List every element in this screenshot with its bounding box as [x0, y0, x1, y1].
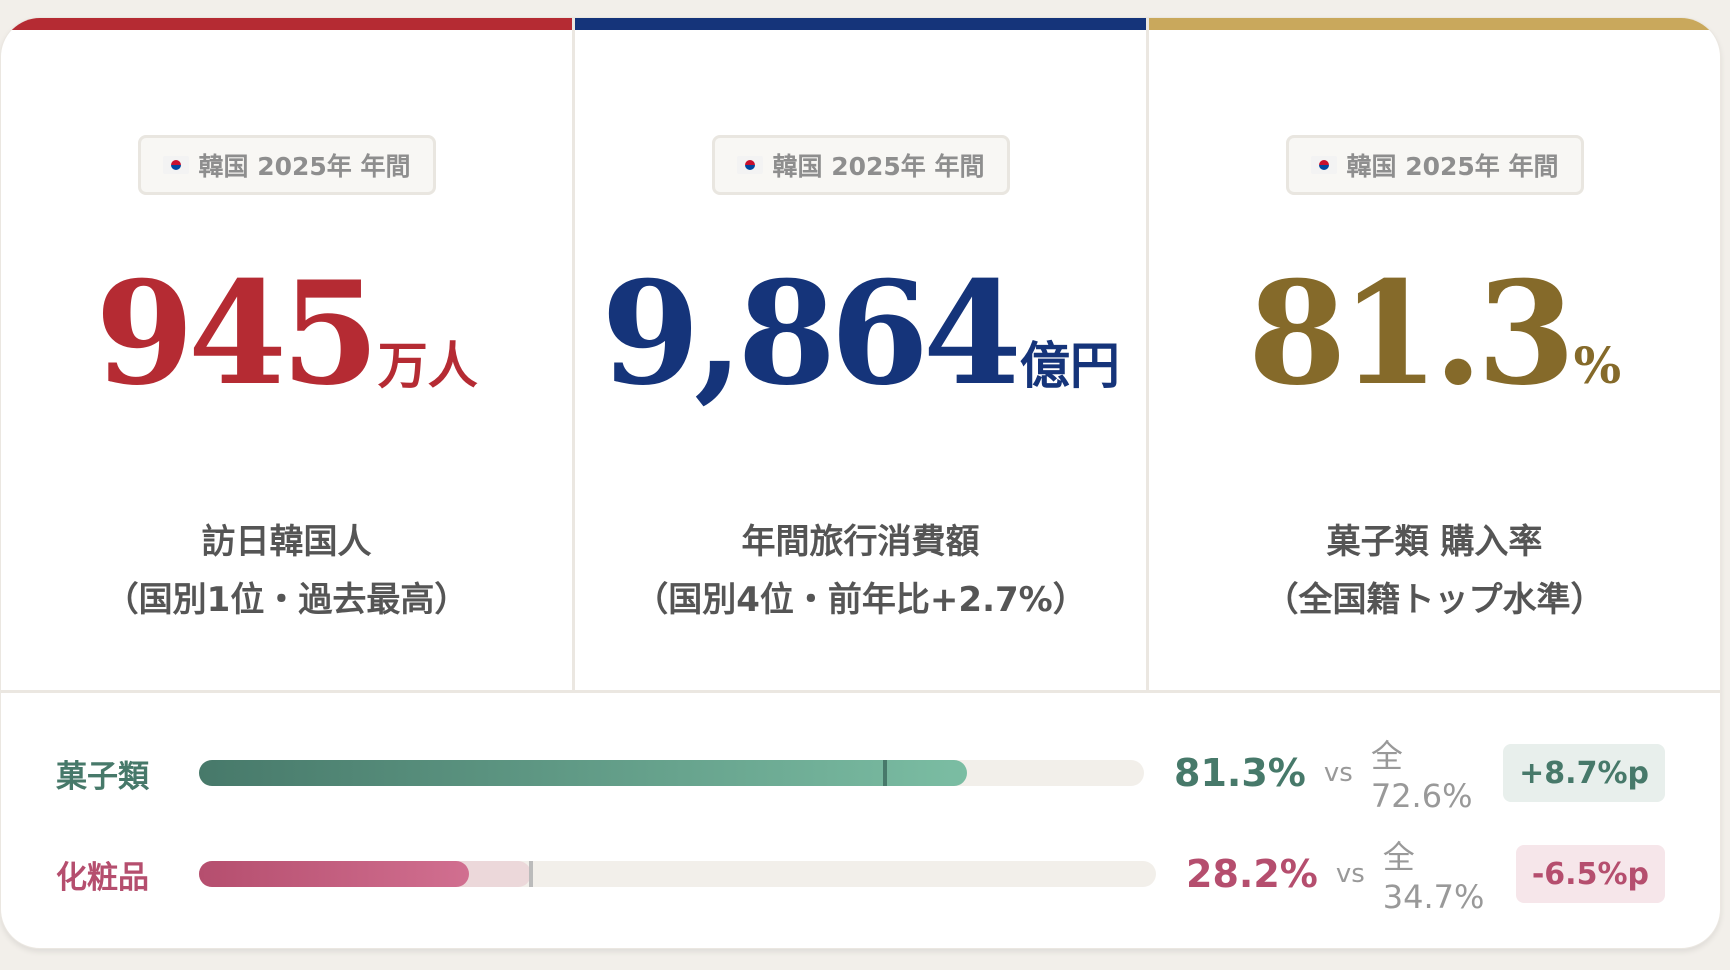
period-badge: 韓国 2025年 年間 [711, 135, 1010, 195]
national-marker [882, 760, 887, 786]
comparison-row-sweets: 菓子類 81.3% vs 全72.6% +8.7%p [56, 737, 1665, 815]
diff-badge: +8.7%p [1503, 744, 1665, 802]
progress-track [199, 861, 1156, 887]
national-marker [529, 861, 534, 887]
progress-track [198, 760, 1145, 786]
stat-label: 年間旅行消費額 （国別4位・前年比+2.7%） [634, 522, 1087, 620]
accent-bar [1, 18, 572, 30]
stat-value: 9,864億円 [601, 251, 1120, 417]
stat-label: 訪日韓国人 （国別1位・過去最高） [104, 522, 469, 620]
stat-sweets-rate: 韓国 2025年 年間 81.3% 菓子類 購入率 （全国籍トップ水準） [1149, 18, 1720, 690]
accent-bar [1149, 18, 1720, 30]
korea-flag-icon [162, 156, 189, 174]
korea-flag-icon [736, 156, 763, 174]
progress-fill [198, 760, 968, 786]
period-badge: 韓国 2025年 年間 [1285, 135, 1584, 195]
stat-label: 菓子類 購入率 （全国籍トップ水準） [1264, 522, 1605, 620]
stat-value: 81.3% [1247, 251, 1622, 417]
stat-visitors: 韓国 2025年 年間 945万人 訪日韓国人 （国別1位・過去最高） [1, 18, 575, 690]
diff-badge: -6.5%p [1515, 845, 1665, 903]
stat-value: 945万人 [95, 251, 478, 417]
korea-flag-icon [1310, 156, 1337, 174]
progress-fill [199, 861, 470, 887]
comparison-row-cosmetics: 化粧品 28.2% vs 全34.7% -6.5%p [56, 838, 1665, 916]
period-badge: 韓国 2025年 年間 [137, 135, 436, 195]
stat-spending: 韓国 2025年 年間 9,864億円 年間旅行消費額 （国別4位・前年比+2.7… [575, 18, 1149, 690]
accent-bar [575, 18, 1146, 30]
stats-card: 韓国 2025年 年間 945万人 訪日韓国人 （国別1位・過去最高） 韓国 20… [0, 17, 1721, 949]
